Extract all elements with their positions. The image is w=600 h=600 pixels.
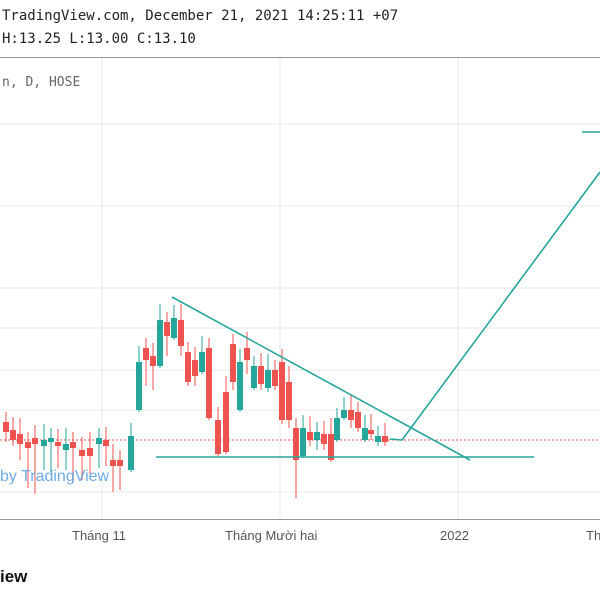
candle-down — [192, 360, 198, 376]
candle-up — [341, 410, 347, 418]
candle-down — [164, 322, 170, 336]
candle-down — [321, 434, 327, 444]
candle-down — [143, 348, 149, 360]
candle-down — [286, 382, 292, 420]
descending-trendline — [171, 296, 471, 461]
candle-up — [48, 438, 54, 442]
candle-down — [117, 460, 123, 466]
candle-up — [375, 436, 381, 442]
candle-down — [103, 440, 109, 446]
candle-down — [10, 430, 16, 440]
candle-down — [368, 430, 374, 434]
candle-down — [348, 410, 354, 420]
candle-up — [265, 370, 271, 388]
source-timestamp: TradingView.com, December 21, 2021 14:25… — [2, 8, 399, 24]
candle-up — [300, 428, 306, 456]
candle-up — [314, 432, 320, 440]
candle-down — [279, 362, 285, 420]
candle-down — [110, 460, 116, 466]
ohlc-values: H:13.25 L:13.00 C:13.10 — [2, 31, 196, 47]
candle-down — [293, 428, 299, 460]
chart-area[interactable] — [0, 57, 600, 520]
candle-down — [79, 450, 85, 456]
candle-down — [382, 436, 388, 442]
candle-down — [17, 434, 23, 444]
candle-down — [244, 348, 250, 360]
candle-up — [237, 362, 243, 410]
candle-down — [230, 344, 236, 382]
candle-down — [355, 412, 361, 428]
candle-down — [185, 352, 191, 382]
candle-up — [136, 362, 142, 410]
candle-up — [251, 366, 257, 388]
candle-up — [171, 318, 177, 338]
projection-path — [389, 171, 600, 441]
candle-down — [55, 442, 61, 446]
candle-down — [215, 420, 221, 454]
drawings — [156, 131, 600, 461]
candle-down — [150, 356, 156, 366]
chart-header: TradingView.com, December 21, 2021 14:25… — [0, 0, 600, 56]
candle-down — [32, 438, 38, 444]
x-axis-label-2022: 2022 — [440, 528, 469, 543]
tradingview-watermark: by TradingView — [0, 468, 110, 485]
candle-down — [272, 370, 278, 386]
candle-down — [3, 422, 9, 432]
candle-up — [334, 418, 340, 440]
candle-down — [25, 442, 31, 448]
candle-down — [328, 434, 334, 460]
symbol-info: n, D, HOSE — [2, 75, 81, 90]
x-axis-label-dec: Tháng Mười hai — [225, 528, 318, 543]
candle-up — [157, 320, 163, 366]
tradingview-logo[interactable]: iew — [0, 567, 28, 586]
candles — [3, 304, 388, 498]
candle-down — [206, 348, 212, 418]
candle-down — [87, 448, 93, 456]
candle-up — [362, 428, 368, 440]
candle-down — [70, 442, 76, 448]
candle-down — [178, 320, 184, 346]
x-axis-label-nov: Tháng 11 — [72, 528, 126, 543]
candle-up — [41, 440, 47, 446]
candle-down — [223, 392, 229, 452]
candle-down — [258, 366, 264, 384]
candle-up — [96, 438, 102, 444]
candle-up — [199, 352, 205, 372]
candle-down — [307, 432, 313, 440]
candle-up — [128, 436, 134, 470]
x-axis-label-next: Th — [586, 528, 600, 543]
candle-up — [63, 444, 69, 450]
